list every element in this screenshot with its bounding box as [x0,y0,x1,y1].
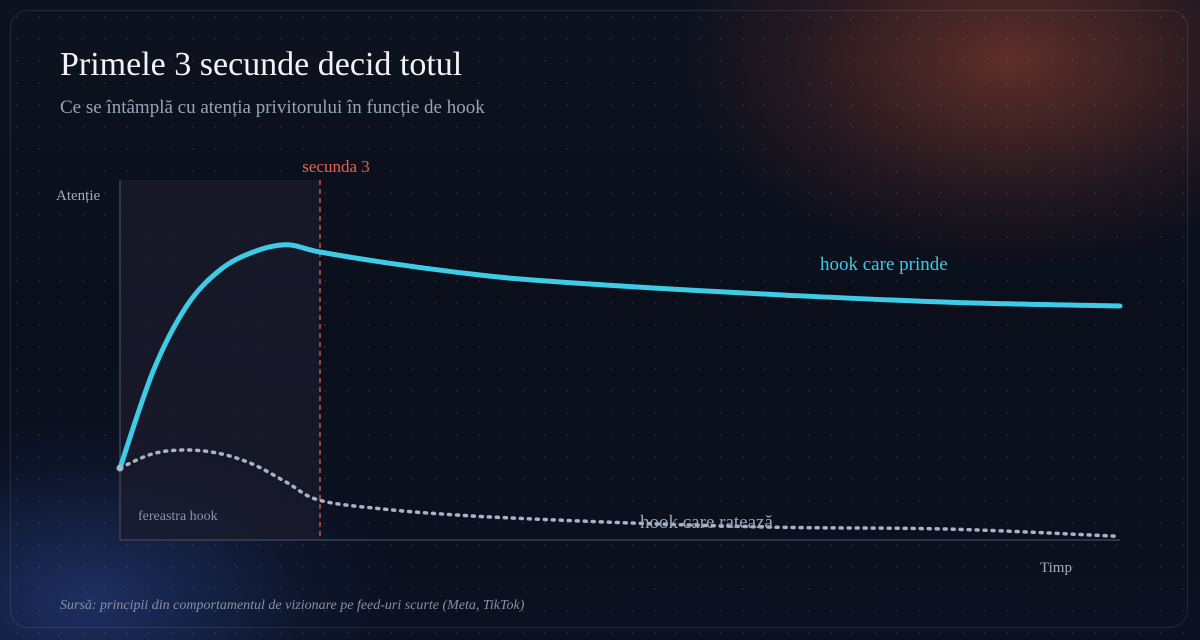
series-label-hook-care-rateaza: hook care ratează [640,512,773,533]
series-label-hook-care-prinde: hook care prinde [820,254,948,275]
second-3-marker-label: secunda 3 [302,157,370,176]
chart-title: Primele 3 secunde decid totul [60,46,463,83]
x-axis-label: Timp [1040,560,1072,576]
y-axis-label: Atenție [56,188,100,204]
hook-window-area [120,180,320,540]
card-frame [10,10,1188,628]
series-start-point [116,464,124,472]
chart-subtitle: Ce se întâmplă cu atenția privitorului î… [60,97,485,118]
hook-window-label: fereastra hook [138,509,218,524]
series-line-hook-care-prinde [117,242,1123,471]
source-note: Sursă: principii din comportamentul de v… [60,598,525,613]
series-line-hook-care-rateaza [118,448,1122,539]
